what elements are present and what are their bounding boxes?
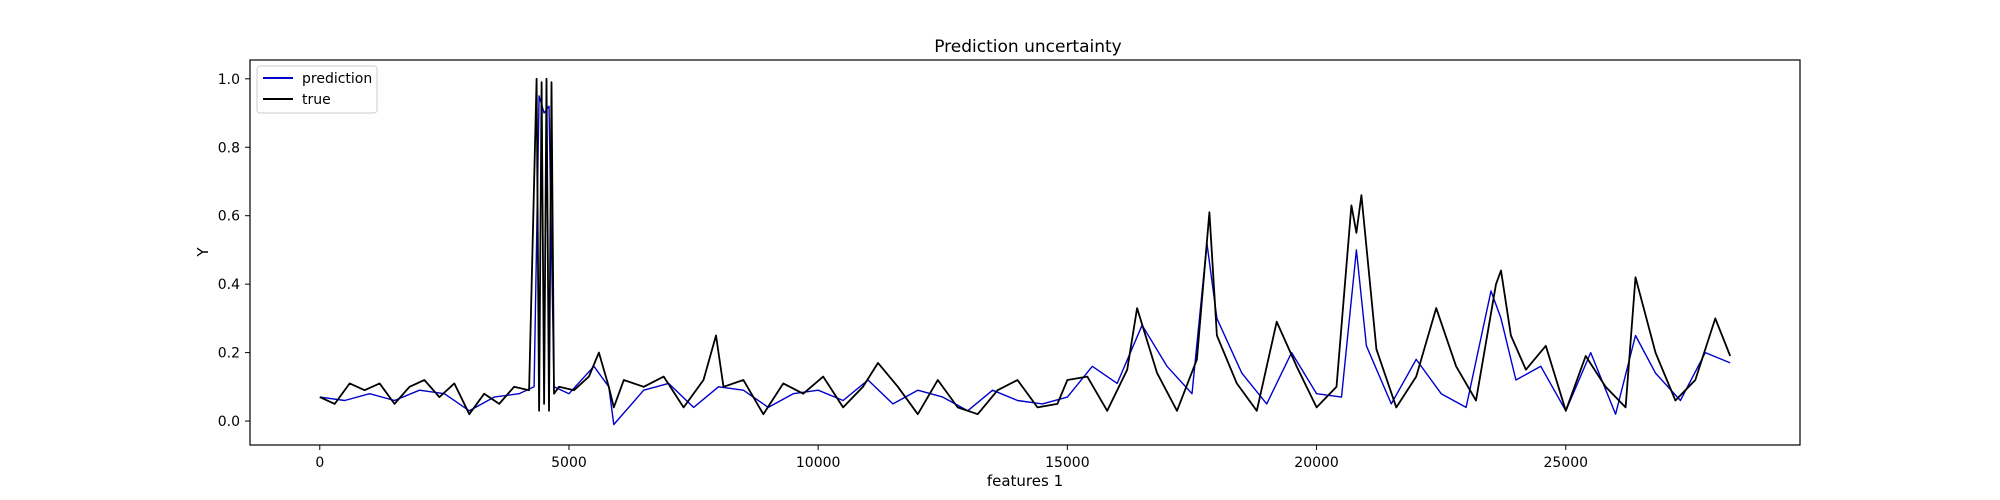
- legend-label-true: true: [302, 92, 331, 108]
- y-tick-label: 0.2: [218, 346, 240, 362]
- x-tick-label: 15000: [1045, 455, 1090, 471]
- x-tick-label: 0: [315, 455, 324, 471]
- x-tick-label: 10000: [796, 455, 841, 471]
- y-axis-label: Y: [194, 247, 212, 258]
- y-tick-label: 0.4: [218, 277, 240, 293]
- x-axis-label: features 1: [987, 472, 1063, 490]
- axes-frame: [249, 59, 1801, 446]
- series-layer: [319, 77, 1732, 426]
- y-tick-label: 0.0: [218, 414, 240, 430]
- y-tick-label: 1.0: [218, 72, 240, 88]
- series-line-prediction: [319, 95, 1731, 426]
- x-tick-label: 25000: [1543, 455, 1588, 471]
- y-tick-label: 0.8: [218, 140, 240, 156]
- legend-label-prediction: prediction: [302, 71, 372, 87]
- x-axis-ticks: 0 5000 10000 15000 20000 25000: [315, 445, 1588, 471]
- chart-title: Prediction uncertainty: [934, 37, 1122, 57]
- y-tick-label: 0.6: [218, 209, 240, 225]
- plot-area: [249, 59, 1801, 446]
- legend: prediction true: [256, 65, 378, 114]
- x-tick-label: 20000: [1294, 455, 1339, 471]
- x-tick-label: 5000: [551, 455, 587, 471]
- series-line-true: [319, 77, 1732, 416]
- y-axis-ticks: 0.0 0.2 0.4 0.6 0.8 1.0: [218, 72, 250, 430]
